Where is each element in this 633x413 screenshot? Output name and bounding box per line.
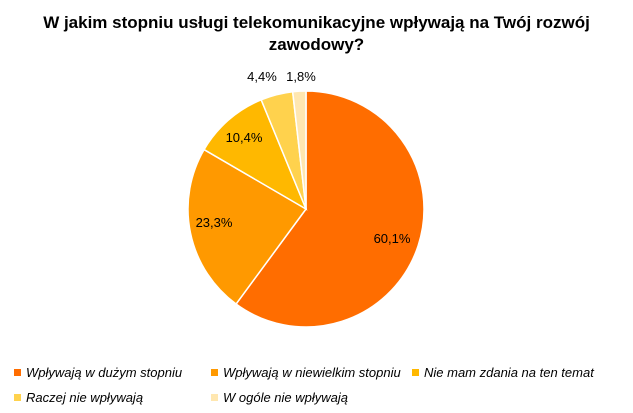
pie-slice-duzym [234, 90, 425, 328]
legend-swatch [211, 369, 218, 376]
legend-label: Nie mam zdania na ten temat [424, 365, 594, 380]
legend-swatch [412, 369, 419, 376]
data-label-duzym: 60,1% [374, 231, 411, 246]
legend-item-w-ogole-nie: W ogóle nie wpływają [211, 390, 348, 405]
legend-label: W ogóle nie wpływają [223, 390, 349, 405]
chart-title: W jakim stopniu usługi telekomunikacyjne… [43, 13, 590, 54]
data-label-raczej-nie: 4,4% [247, 69, 277, 84]
legend-label: Wpływają w niewielkim stopniu [223, 365, 401, 380]
legend-swatch [211, 394, 218, 401]
pie-slice-w-ogole-nie [291, 90, 307, 210]
data-label-niewielkim: 23,3% [196, 215, 233, 230]
legend-swatch [14, 394, 21, 401]
pie-slice-nie-mam-zdania [203, 98, 308, 211]
legend-label: Raczej nie wpływają [26, 390, 144, 405]
legend-item-nie-mam-zdania: Nie mam zdania na ten temat [412, 365, 594, 380]
data-label-w-ogole-nie: 1,8% [286, 69, 316, 84]
legend-item-raczej-nie: Raczej nie wpływają [14, 390, 143, 405]
legend-item-niewielkim: Wpływają w niewielkim stopniu [211, 365, 401, 380]
legend-swatch [14, 369, 21, 376]
pie-slice-niewielkim [187, 148, 308, 306]
legend-item-duzym: Wpływają w dużym stopniu [14, 365, 182, 380]
legend-label: Wpływają w dużym stopniu [26, 365, 183, 380]
data-label-nie-mam-zdania: 10,4% [226, 130, 263, 145]
